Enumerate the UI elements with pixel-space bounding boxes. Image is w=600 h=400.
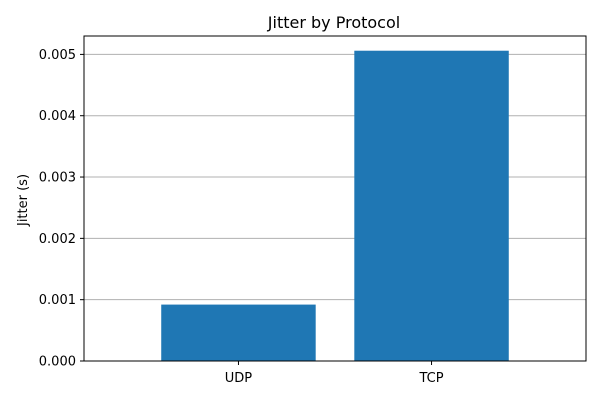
x-axis-ticks: UDP TCP [225, 361, 444, 386]
bars [161, 50, 509, 361]
y-tick-label: 0.005 [39, 48, 76, 63]
bar-udp [161, 304, 316, 361]
y-tick-label: 0.002 [39, 232, 76, 247]
plot-area-frame [83, 35, 587, 362]
chart-title: Jitter by Protocol [267, 13, 400, 32]
y-axis-label: Jitter (s) [16, 174, 31, 227]
x-tick-label: TCP [418, 371, 443, 386]
x-tick-label: UDP [225, 371, 253, 386]
y-tick-label: 0.000 [39, 355, 76, 370]
y-tick-label: 0.001 [39, 293, 76, 308]
y-tick-label: 0.004 [39, 109, 76, 124]
bar-tcp [354, 50, 509, 361]
y-tick-label: 0.003 [39, 171, 76, 186]
gridlines [84, 53, 586, 362]
y-axis-ticks: 0.000 0.001 0.002 0.003 0.004 0.005 [39, 48, 84, 370]
